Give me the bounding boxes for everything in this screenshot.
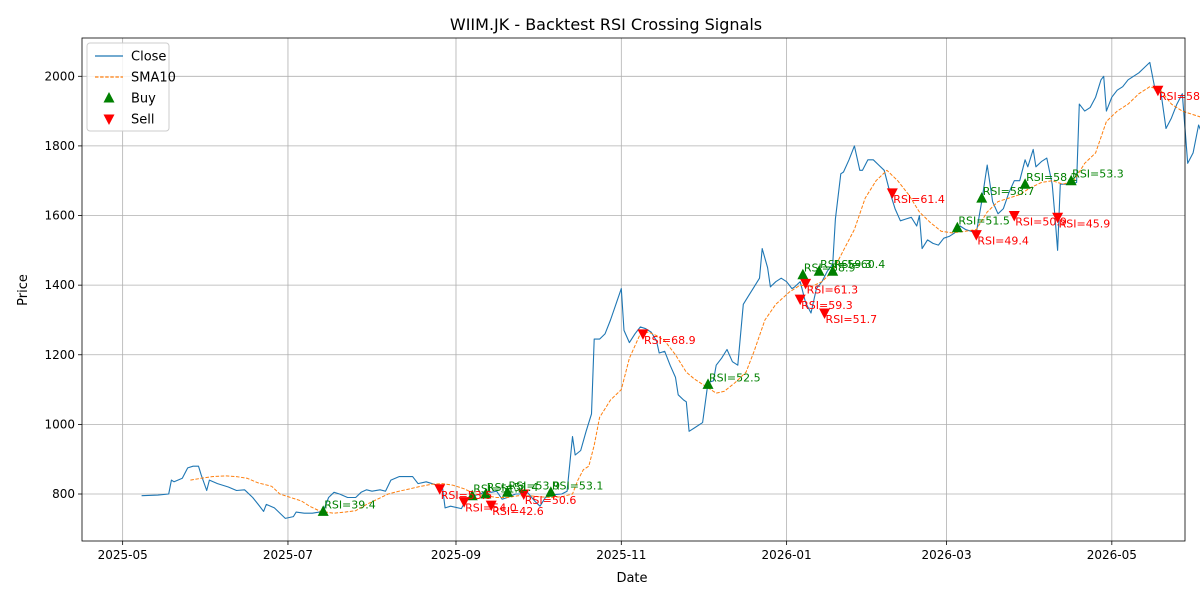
buy-signal-marker (480, 488, 492, 499)
close-price-line (141, 61, 1200, 519)
chart-title: WIIM.JK - Backtest RSI Crossing Signals (450, 15, 762, 34)
sell-signal-marker (1152, 85, 1164, 97)
sell-signal-marker (637, 329, 649, 340)
buy-signal-marker (797, 268, 809, 280)
buy-signal-marker (1065, 174, 1077, 186)
sell-signal-label: RSI=50.6 (525, 494, 577, 507)
x-tick-label: 2026-05 (1087, 548, 1137, 562)
y-tick-label: 1200 (44, 348, 75, 362)
axis-layer: 2025-05 2025-07 2025-09 2025-11 2026-01 2026-… (44, 69, 1136, 562)
sell-signal-label: RSI=49.4 (977, 235, 1029, 248)
sell-signal-marker (434, 484, 446, 495)
buy-signal-marker (702, 378, 714, 389)
marker-layer (317, 85, 1164, 516)
buy-signal-label: RSI=51.5 (958, 215, 1010, 228)
y-tick-label: 1600 (44, 209, 75, 223)
x-tick-label: 2025-11 (596, 548, 646, 562)
series-layer (141, 61, 1200, 519)
sell-signal-marker (819, 308, 831, 319)
buy-signal-marker (1019, 178, 1031, 189)
sell-signal-marker (518, 489, 530, 501)
sell-signal-marker (1052, 212, 1064, 224)
y-tick-label: 800 (52, 487, 75, 501)
legend-label: Close (131, 50, 166, 65)
buy-signal-marker (545, 486, 557, 497)
sma10-line (190, 86, 1200, 514)
buy-signal-label: RSI=53.3 (1072, 168, 1124, 181)
sell-signal-label: RSI=68.9 (644, 334, 696, 347)
sell-signal-marker (485, 500, 497, 512)
sell-signal-marker (1008, 211, 1020, 222)
sell-signal-label: RSI=54.0 (465, 502, 517, 515)
sell-signal-label: RSI=53.5 (441, 489, 493, 502)
legend: Close SMA10 Buy Sell (86, 42, 176, 132)
buy-signal-label: RSI=51.4 (487, 481, 539, 494)
buy-signal-label: RSI=58.7 (983, 185, 1035, 198)
y-tick-label: 1400 (44, 278, 75, 292)
legend-box (86, 42, 170, 132)
buy-signal-marker (827, 265, 839, 276)
sell-signal-label: RSI=42.6 (492, 505, 544, 518)
sell-signal-label: RSI=45.9 (1059, 217, 1111, 230)
buy-signal-marker (813, 265, 825, 276)
sell-signal-label: RSI=59.3 (801, 299, 853, 312)
buy-signal-label: RSI=51.2 (473, 483, 525, 496)
x-tick-label: 2025-09 (431, 548, 481, 562)
x-tick-label: 2026-01 (762, 548, 812, 562)
legend-buy-swatch (103, 92, 115, 103)
buy-signal-label: RSI=39.4 (324, 498, 376, 511)
legend-sell-swatch (103, 114, 115, 125)
grid-layer (82, 38, 1185, 541)
buy-signal-marker (466, 489, 478, 501)
sell-signal-label: RSI=58.4 (1159, 90, 1200, 103)
buy-signal-marker (976, 192, 988, 203)
plot-frame (81, 37, 1186, 542)
sell-signal-marker (886, 188, 898, 199)
buy-signal-label: RSI=53.1 (552, 479, 604, 492)
sell-signal-label: RSI=61.4 (893, 193, 945, 206)
y-axis-label: Price (16, 274, 31, 306)
sell-signal-marker (800, 278, 812, 290)
y-tick-label: 1800 (44, 139, 75, 153)
buy-signal-label: RSI=53.9 (508, 479, 560, 492)
sell-signal-label: RSI=51.7 (826, 313, 878, 326)
legend-label: Buy (131, 92, 156, 107)
sell-signal-marker (794, 294, 806, 306)
sell-signal-marker (458, 497, 470, 508)
x-tick-label: 2025-07 (263, 548, 313, 562)
buy-signal-marker (317, 505, 329, 516)
legend-label: Sell (131, 113, 154, 128)
y-tick-label: 2000 (44, 69, 75, 83)
label-layer: RSI=39.4 RSI=51.2RSI=51.4RSI=53.9RSI=53.1… (324, 90, 1200, 518)
sell-signal-marker (970, 230, 982, 241)
buy-signal-label: RSI=60.4 (834, 258, 886, 271)
buy-signal-label: RSI=58.9 (804, 262, 856, 275)
buy-signal-marker (951, 221, 963, 233)
legend-label: SMA10 (131, 71, 176, 86)
buy-signal-marker (501, 486, 513, 497)
x-axis-label: Date (616, 571, 647, 586)
buy-signal-label: RSI=59.3 (820, 258, 872, 271)
x-tick-label: 2026-03 (921, 548, 971, 562)
x-tick-label: 2025-05 (98, 548, 148, 562)
buy-signal-label: RSI=52.5 (709, 371, 761, 384)
y-tick-label: 1000 (44, 417, 75, 431)
sell-signal-label: RSI=50.9 (1015, 216, 1067, 229)
buy-signal-label: RSI=58.2 (1026, 171, 1078, 184)
sell-signal-label: RSI=61.3 (807, 283, 859, 296)
